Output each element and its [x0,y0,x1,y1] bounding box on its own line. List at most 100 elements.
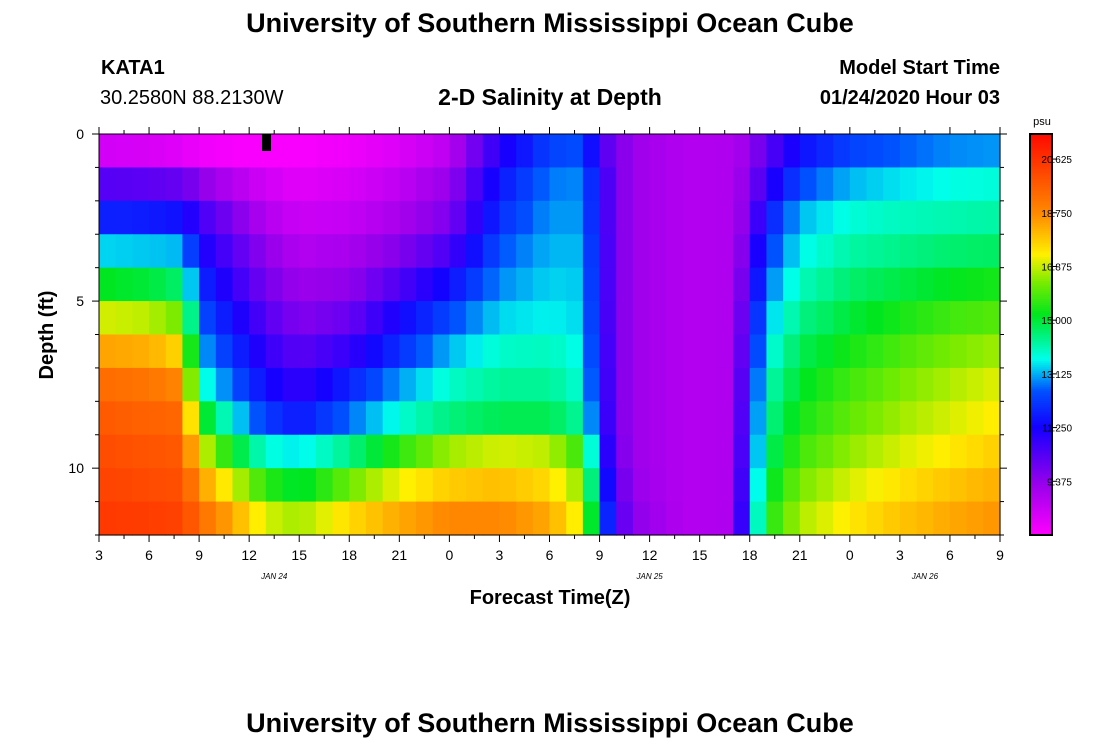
heatmap-cell [582,434,601,469]
heatmap-cell [466,200,484,235]
heatmap-cell [315,468,334,503]
colorbar-segment [1030,348,1052,352]
colorbar-segment [1030,174,1052,177]
heatmap-cell [899,234,918,269]
colorbar-segment [1030,198,1052,201]
heatmap-cell [232,167,250,202]
heatmap-cell [716,134,734,169]
heatmap-cell [549,401,567,436]
heatmap-cell [632,434,651,469]
heatmap-cell [199,134,217,169]
heatmap-cell [599,367,617,402]
colorbar-segment [1030,268,1052,271]
heatmap-cell [783,367,801,402]
heatmap-cell [115,501,133,536]
colorbar-segment [1030,288,1052,291]
heatmap-cell [549,367,567,402]
heatmap-cell [733,401,751,436]
colorbar-segment [1030,518,1052,522]
heatmap-cell [265,234,284,269]
colorbar-tick-label: 20.625 [1041,155,1072,166]
heatmap-cell [516,468,534,503]
heatmap-cell [432,167,450,202]
heatmap-cell [816,434,834,469]
heatmap-cell [399,334,417,369]
heatmap-cell [883,401,901,436]
heatmap-cell [833,167,851,202]
heatmap-cell [632,367,651,402]
heatmap-cell [282,434,300,469]
heatmap-cell [816,367,834,402]
heatmap-cell [466,267,484,302]
heatmap-cell [666,234,684,269]
heatmap-cell [482,234,501,269]
heatmap-cell [833,401,851,436]
heatmap-cell [849,200,868,235]
heatmap-cell [799,334,818,369]
heatmap-cell [949,134,968,169]
colorbar-segment [1030,416,1052,420]
heatmap-cell [749,200,768,235]
heatmap-cell [682,468,701,503]
heatmap-cell [649,301,667,336]
heatmap-cell [249,234,267,269]
x-tick-label: 6 [145,547,153,563]
heatmap-cell [649,434,667,469]
page-title: University of Southern Mississippi Ocean… [246,8,854,38]
heatmap-cell [115,234,133,269]
heatmap-cell [733,234,751,269]
heatmap-cell [983,367,1001,402]
heatmap-cell [482,167,501,202]
heatmap-cell [699,468,717,503]
heatmap-cell [365,501,384,536]
heatmap-cell [382,334,400,369]
heatmap-cell [149,501,167,536]
heatmap-cell [833,434,851,469]
colorbar-segment [1030,312,1052,316]
heatmap-cell [299,367,317,402]
heatmap-cell [649,267,667,302]
colorbar-segment [1030,512,1052,516]
heatmap-cell [849,501,868,536]
colorbar-segment [1030,378,1052,382]
heatmap-cell [749,334,768,369]
colorbar-segment [1030,224,1052,227]
heatmap-cell [165,434,184,469]
heatmap-cell [883,200,901,235]
heatmap-cell [149,301,167,336]
heatmap-cell [783,501,801,536]
x-tick-label: 21 [392,547,408,563]
heatmap-cell [532,434,551,469]
heatmap-cell [282,334,300,369]
heatmap-cell [649,134,667,169]
heatmap-cell [616,334,634,369]
heatmap-cell [866,301,884,336]
heatmap-cell [466,434,484,469]
colorbar-segment [1030,398,1052,402]
heatmap-cell [632,200,651,235]
heatmap-cell [416,501,434,536]
heatmap-cell [232,401,250,436]
x-tick-label: 21 [792,547,808,563]
heatmap-cell [199,468,217,503]
heatmap-cell [466,367,484,402]
heatmap-cell [933,301,951,336]
colorbar-segment [1030,294,1052,297]
heatmap-cell [849,134,868,169]
colorbar-segment [1030,172,1052,175]
heatmap-cell [799,434,818,469]
heatmap-cell [816,234,834,269]
heatmap-cell [666,134,684,169]
heatmap-cell [966,200,984,235]
heatmap-cell [716,401,734,436]
colorbar-segment [1030,408,1052,412]
heatmap-cell [766,334,784,369]
station-coordinates: 30.2580N 88.2130W [100,87,284,109]
footer-title: University of Southern Mississippi Ocean… [246,708,854,738]
colorbar-segment [1030,494,1052,498]
heatmap-cell [799,267,818,302]
date-label: JAN 25 [635,572,663,581]
heatmap-cell [783,200,801,235]
heatmap-cell [699,501,717,536]
heatmap-cell [432,401,450,436]
